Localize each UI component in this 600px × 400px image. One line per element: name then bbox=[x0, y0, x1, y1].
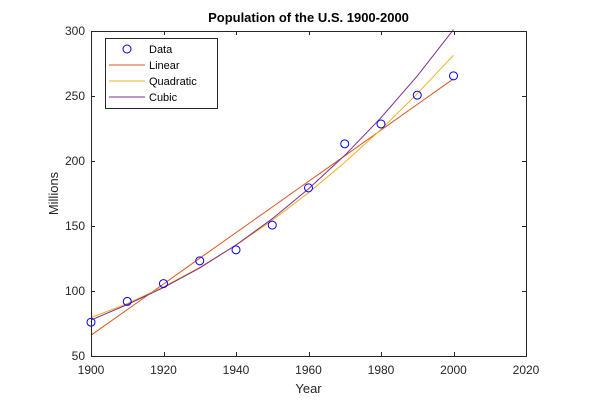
data-point bbox=[231, 245, 241, 255]
x-tick-label: 1900 bbox=[78, 363, 105, 377]
data-point bbox=[195, 256, 205, 266]
quadratic-fit-line bbox=[90, 54, 454, 319]
x-tick-label: 1940 bbox=[223, 363, 250, 377]
cubic-fit-line bbox=[90, 29, 454, 321]
y-axis-label: Millions bbox=[46, 171, 61, 215]
data-point bbox=[412, 90, 422, 100]
data-point bbox=[340, 139, 350, 149]
y-tick-label: 50 bbox=[72, 349, 86, 363]
ticks-layer: 1900 1920 1940 1960 1980 2000 2020 50 100 150 200 2… bbox=[65, 24, 540, 377]
data-point bbox=[449, 71, 458, 81]
plot-frame bbox=[91, 31, 527, 357]
legend: Data Linear Quadratic Cubic bbox=[105, 38, 218, 109]
x-axis-label: Year bbox=[295, 381, 322, 396]
y-tick-label: 300 bbox=[65, 24, 85, 38]
chart-title: Population of the U.S. 1900-2000 bbox=[208, 10, 409, 25]
legend-cubic-label: Cubic bbox=[149, 92, 178, 104]
data-point bbox=[267, 220, 277, 230]
data-point bbox=[122, 296, 132, 306]
x-tick-label: 2000 bbox=[440, 363, 467, 377]
legend-data-label: Data bbox=[149, 44, 173, 56]
y-tick-label: 250 bbox=[65, 89, 85, 103]
legend-data-marker bbox=[122, 44, 132, 54]
data-point bbox=[159, 279, 168, 289]
y-tick-label: 150 bbox=[65, 219, 85, 233]
y-tick-label: 100 bbox=[65, 284, 85, 298]
x-tick-label: 1980 bbox=[368, 363, 395, 377]
data-point bbox=[376, 119, 386, 129]
legend-linear-label: Linear bbox=[149, 60, 180, 72]
x-tick-label: 1960 bbox=[295, 363, 322, 377]
y-tick-label: 200 bbox=[65, 154, 85, 168]
x-tick-label: 1920 bbox=[150, 363, 177, 377]
x-tick-label: 2020 bbox=[513, 363, 540, 377]
legend-quadratic-label: Quadratic bbox=[149, 76, 197, 88]
data-point bbox=[304, 183, 313, 193]
series-layer bbox=[86, 29, 458, 336]
